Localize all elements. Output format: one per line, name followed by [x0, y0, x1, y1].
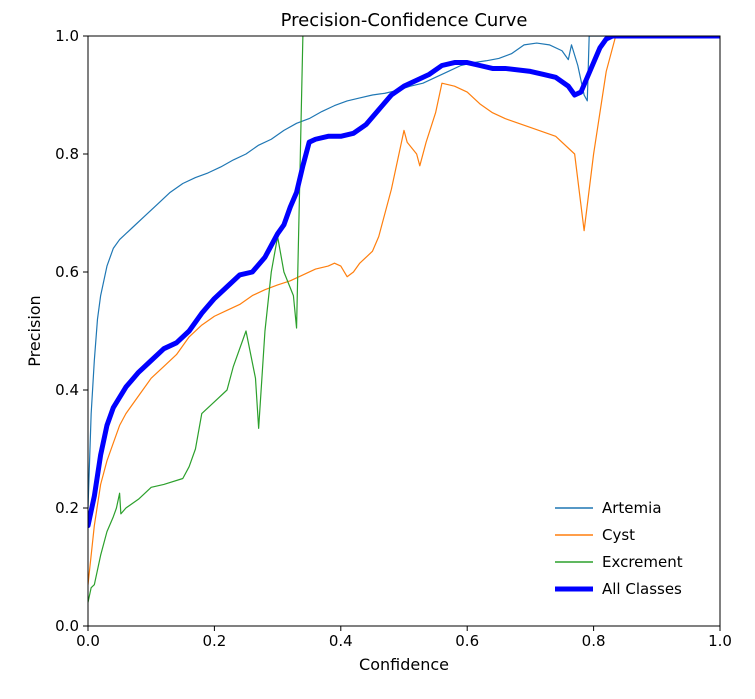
series-line-artemia [88, 36, 720, 509]
y-tick-label: 0.2 [55, 499, 79, 517]
x-axis-ticks: 0.0 0.2 0.4 0.6 0.8 1.0 [76, 626, 732, 650]
series-line-cyst [88, 36, 720, 586]
x-tick-label: 0.4 [329, 632, 353, 650]
y-tick-label: 0.0 [55, 617, 79, 635]
legend-label-artemia: Artemia [602, 499, 662, 517]
y-axis-ticks: 0.0 0.2 0.4 0.6 0.8 1.0 [55, 27, 88, 635]
y-axis-label: Precision [25, 295, 44, 366]
x-axis-label: Confidence [359, 655, 449, 674]
chart-title: Precision-Confidence Curve [281, 10, 528, 31]
legend-label-excrement: Excrement [602, 553, 683, 571]
y-tick-label: 1.0 [55, 27, 79, 45]
y-tick-label: 0.4 [55, 381, 79, 399]
legend-label-all-classes: All Classes [602, 580, 682, 598]
series-line-all-classes [88, 36, 720, 529]
x-tick-label: 1.0 [708, 632, 732, 650]
series-layer [88, 36, 720, 604]
x-tick-label: 0.0 [76, 632, 100, 650]
legend: Artemia Cyst Excrement All Classes [555, 499, 683, 598]
plot-frame [87, 35, 721, 627]
y-tick-label: 0.8 [55, 145, 79, 163]
y-tick-label: 0.6 [55, 263, 79, 281]
x-tick-label: 0.8 [582, 632, 606, 650]
x-tick-label: 0.2 [202, 632, 226, 650]
legend-label-cyst: Cyst [602, 526, 635, 544]
x-tick-label: 0.6 [455, 632, 479, 650]
